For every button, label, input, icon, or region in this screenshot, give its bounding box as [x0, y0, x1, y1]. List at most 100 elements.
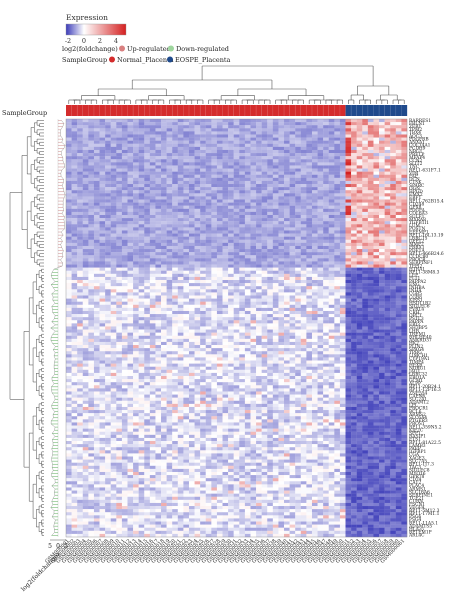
heatmap-cell — [295, 239, 301, 244]
heatmap-cell — [93, 159, 100, 163]
heatmap-cell — [351, 230, 357, 234]
heatmap-cell — [205, 289, 212, 293]
heatmap-cell — [166, 298, 173, 302]
heatmap-cell — [256, 264, 262, 268]
heatmap-cell — [105, 140, 111, 144]
heatmap-cell — [289, 276, 296, 281]
heatmap-cell — [211, 242, 218, 247]
heatmap-cell — [289, 159, 296, 163]
heatmap-cell — [116, 298, 123, 302]
heatmap-cell — [105, 208, 111, 213]
heatmap-cell — [311, 258, 318, 262]
heatmap-cell — [166, 242, 173, 247]
annotation-cell — [351, 105, 357, 116]
heatmap-cell — [289, 171, 296, 175]
heatmap-cell — [172, 239, 178, 244]
heatmap-cell — [373, 264, 380, 268]
heatmap-cell — [395, 128, 402, 132]
heatmap-cell — [93, 214, 100, 219]
heatmap-cell — [205, 205, 212, 209]
heatmap-cell — [161, 236, 167, 240]
heatmap-cell — [367, 134, 374, 138]
heatmap-cell — [155, 208, 162, 213]
heatmap-cell — [356, 211, 363, 216]
heatmap-cell — [71, 184, 78, 188]
heatmap-cell — [172, 180, 178, 185]
heatmap-cell — [356, 140, 363, 144]
heatmap-cell — [99, 286, 106, 290]
heatmap-cell — [317, 128, 324, 132]
heatmap-cell — [138, 165, 145, 169]
heatmap-cell — [138, 242, 145, 247]
heatmap-cell — [351, 239, 357, 244]
heatmap-cell — [211, 168, 218, 172]
heatmap-cell — [228, 177, 234, 182]
heatmap-cell — [328, 168, 335, 172]
heatmap-cell — [345, 301, 352, 305]
heatmap-cell — [328, 208, 335, 213]
heatmap-cell — [311, 174, 318, 178]
heatmap-cell — [306, 187, 313, 191]
heatmap-cell — [144, 273, 150, 278]
heatmap-cell — [66, 177, 72, 182]
heatmap-cell — [261, 193, 268, 197]
heatmap-cell — [99, 177, 106, 182]
heatmap-cell — [367, 205, 374, 209]
heatmap-cell — [250, 159, 257, 163]
heatmap-cell — [390, 298, 396, 302]
heatmap-cell — [351, 298, 357, 302]
heatmap-cell — [261, 261, 268, 265]
heatmap-cell — [278, 202, 285, 206]
heatmap-cell — [149, 165, 156, 169]
heatmap-cell — [155, 264, 162, 268]
heatmap-cell — [345, 156, 352, 160]
heatmap-cell — [105, 280, 111, 284]
heatmap-cell — [194, 125, 201, 129]
heatmap-cell — [379, 134, 385, 138]
heatmap-cell — [194, 310, 201, 315]
heatmap-cell — [300, 196, 307, 200]
heatmap-cell — [250, 180, 257, 185]
heatmap-cell — [250, 202, 257, 206]
heatmap-cell — [351, 199, 357, 203]
heatmap-cell — [311, 131, 318, 135]
heatmap-cell — [200, 304, 206, 309]
heatmap-cell — [183, 196, 190, 200]
heatmap-cell — [233, 140, 240, 144]
heatmap-cell — [367, 304, 374, 309]
heatmap-cell — [395, 283, 402, 287]
heatmap-cell — [222, 190, 229, 194]
heatmap-cell — [88, 143, 95, 148]
heatmap-cell — [311, 221, 318, 225]
heatmap-cell — [289, 230, 296, 234]
heatmap-cell — [306, 202, 313, 206]
heatmap-cell — [228, 137, 234, 141]
heatmap-cell — [127, 205, 134, 209]
heatmap-cell — [323, 224, 329, 228]
heatmap-cell — [149, 159, 156, 163]
heatmap-cell — [272, 205, 279, 209]
heatmap-cell — [205, 156, 212, 160]
heatmap-cell — [211, 122, 218, 126]
heatmap-cell — [395, 267, 402, 271]
heatmap-cell — [222, 292, 229, 296]
heatmap-cell — [300, 134, 307, 138]
legend-title: Expression — [66, 13, 108, 22]
heatmap-cell — [205, 149, 212, 154]
heatmap-cell — [272, 304, 279, 309]
heatmap-cell — [317, 249, 324, 253]
heatmap-cell — [93, 202, 100, 206]
heatmap-cell — [105, 143, 111, 148]
heatmap-cell — [345, 295, 352, 299]
heatmap-cell — [244, 177, 251, 182]
heatmap-cell — [339, 267, 346, 271]
heatmap-cell — [278, 125, 285, 129]
heatmap-cell — [155, 177, 162, 182]
heatmap-cell — [334, 190, 341, 194]
heatmap-cell — [166, 177, 173, 182]
heatmap-cell — [233, 134, 240, 138]
heatmap-cell — [317, 276, 324, 281]
heatmap-cell — [144, 171, 150, 175]
heatmap-cell — [228, 165, 234, 169]
heatmap-cell — [267, 283, 273, 287]
